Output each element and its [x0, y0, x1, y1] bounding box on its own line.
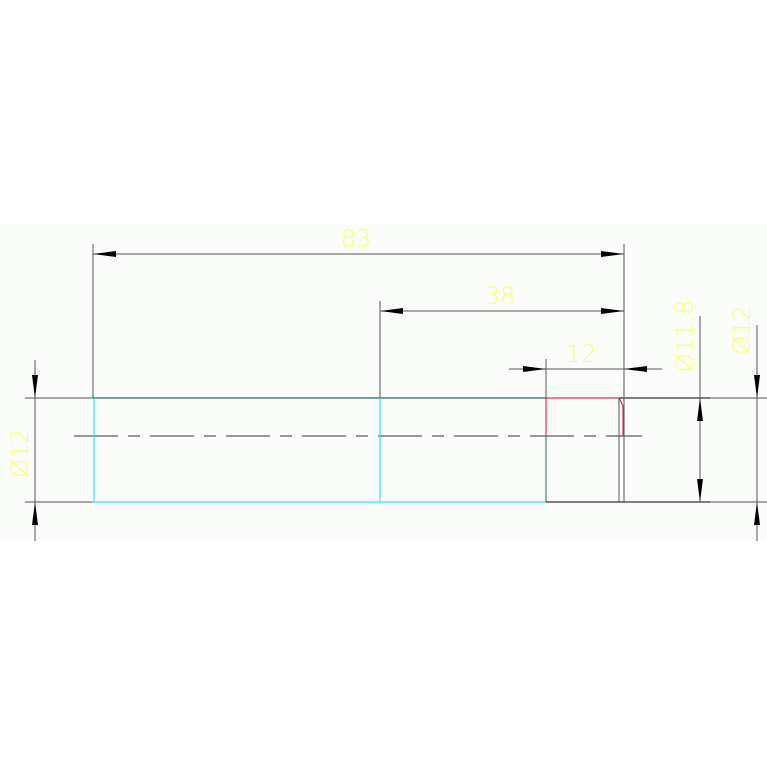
dimension-12-label: 12 — [566, 340, 597, 368]
drawing-area — [0, 224, 767, 542]
extension-lines — [92, 244, 625, 502]
shaft-outline — [25, 397, 767, 503]
dimension-83: 83 — [93, 225, 624, 257]
dimension-38-label: 38 — [485, 282, 516, 310]
dimension-dia-12-left: Ø12 — [6, 360, 38, 541]
dimension-dia-11-8: Ø11.8 — [671, 300, 703, 502]
dimension-dia-11-8-label: Ø11.8 — [671, 300, 699, 372]
dimension-12: 12 — [509, 340, 662, 372]
dimension-dia-12-left-label: Ø12 — [6, 428, 34, 477]
dimension-38: 38 — [380, 282, 624, 314]
dimension-dia-12-right: Ø12 — [728, 305, 760, 541]
dimension-83-label: 83 — [341, 225, 372, 253]
dimension-dia-12-right-label: Ø12 — [728, 305, 756, 354]
